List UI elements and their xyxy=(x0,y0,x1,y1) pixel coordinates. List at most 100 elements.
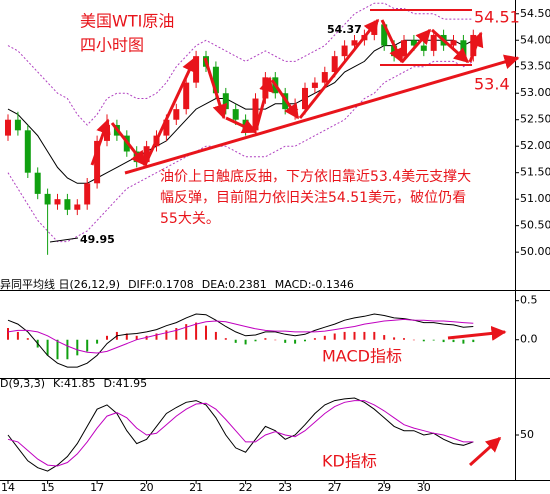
y-tick-label: 50.00 xyxy=(520,245,550,258)
candle-body xyxy=(183,82,190,110)
candle-body xyxy=(94,140,101,184)
candle-body xyxy=(64,199,71,210)
x-tick-label: 15 xyxy=(41,481,55,494)
candle-body xyxy=(74,204,81,210)
candle-body xyxy=(410,40,417,46)
candle-body xyxy=(5,119,11,136)
macd-label: MACD指标 xyxy=(322,347,402,366)
macd-bar xyxy=(403,338,405,340)
panel-frames xyxy=(0,0,550,481)
macd-bar xyxy=(254,339,257,342)
macd-bar xyxy=(46,339,49,356)
macd-bar xyxy=(432,339,435,341)
kd-label: KD指标 xyxy=(322,452,377,471)
macd-bar xyxy=(96,339,99,344)
candle-body xyxy=(143,146,150,163)
macd-bar xyxy=(234,339,237,343)
macd-bar xyxy=(26,338,29,340)
subtitle: 四小时图 xyxy=(80,36,144,55)
candle-body xyxy=(450,40,457,46)
y-tick-label: 52.50 xyxy=(520,113,550,126)
y-tick-label: 0.5 xyxy=(520,294,538,307)
candle-body xyxy=(232,109,239,120)
macd-bar xyxy=(343,331,346,340)
panel-header: MACD:-0.1346 xyxy=(275,278,354,291)
macd-bar xyxy=(294,339,297,344)
y-tick-label: 52.00 xyxy=(520,139,550,152)
series-line xyxy=(7,2,474,126)
macd-bar xyxy=(165,330,168,340)
macd-bar xyxy=(442,339,445,343)
candle-body xyxy=(193,56,200,83)
y-tick-label: 54.00 xyxy=(520,33,550,46)
candle-body xyxy=(222,93,229,110)
macd-bar xyxy=(452,339,455,343)
macd-bar xyxy=(125,333,128,340)
macd-bar xyxy=(244,339,247,345)
macd-bar xyxy=(135,335,138,340)
note-line: 55大关。 xyxy=(160,211,220,227)
candle-body xyxy=(24,130,31,173)
note-line: 幅反弹，目前阻力依旧关注54.51美元，破位仍看 xyxy=(160,189,466,206)
series-line xyxy=(7,400,474,467)
panel-header: DIFF:0.1708 xyxy=(128,278,194,291)
macd-bar xyxy=(412,339,415,341)
macd-bar xyxy=(313,338,316,340)
candle-body xyxy=(401,40,407,57)
candle-body xyxy=(44,193,51,205)
resistance-label: 54.51 xyxy=(474,8,520,27)
candle-body xyxy=(54,199,61,205)
x-tick-label: 30 xyxy=(417,481,431,494)
macd-bar xyxy=(86,339,89,352)
y-tick-label: 51.00 xyxy=(520,192,550,205)
candle-body xyxy=(321,72,328,83)
macd-bar xyxy=(383,335,386,340)
macd-bar xyxy=(214,331,217,340)
x-tick-label: 27 xyxy=(328,481,342,494)
macd-bar xyxy=(66,339,69,360)
macd-bar xyxy=(284,339,287,343)
x-tick-label: 21 xyxy=(189,481,203,494)
support-label: 53.4 xyxy=(474,75,510,94)
macd-bar xyxy=(56,339,59,360)
macd-bar xyxy=(462,339,465,344)
series-line xyxy=(7,318,474,354)
macd-bar xyxy=(323,335,326,340)
y-tick-label: 51.50 xyxy=(520,166,550,179)
low-label: 49.95 xyxy=(80,233,115,246)
candle-body xyxy=(302,87,308,110)
candle-body xyxy=(14,119,21,131)
macd-bar xyxy=(393,337,396,340)
macd-bar xyxy=(353,331,356,340)
y-tick-label: 53.00 xyxy=(520,86,550,99)
macd-bar xyxy=(333,333,336,340)
y-tick-label: 54.50 xyxy=(520,7,550,20)
x-tick-label: 20 xyxy=(140,481,154,494)
macd-bar xyxy=(7,328,9,340)
candle-body xyxy=(381,24,388,46)
y-tick-label: 0.0 xyxy=(520,333,538,346)
panel-header: K:41.85 xyxy=(53,377,95,390)
candle-body xyxy=(420,45,427,51)
x-tick-label: 29 xyxy=(377,481,391,494)
series-line xyxy=(7,313,474,368)
candle-body xyxy=(311,82,318,88)
macd-bar xyxy=(76,339,79,356)
macd-bar xyxy=(155,333,158,340)
macd-bar xyxy=(205,325,207,340)
candle-body xyxy=(351,40,358,46)
macd-bar xyxy=(363,331,366,340)
macd-bar xyxy=(16,331,19,340)
candle-body xyxy=(252,98,259,131)
macd-bar xyxy=(175,328,178,340)
macd-bar xyxy=(106,335,108,340)
x-tick-label: 17 xyxy=(90,481,104,494)
candle-body xyxy=(341,45,348,57)
macd-bar xyxy=(304,339,306,342)
macd-bar xyxy=(224,338,227,340)
macd-bar xyxy=(195,322,198,340)
candle-body xyxy=(173,109,180,120)
x-tick-label: 23 xyxy=(278,481,292,494)
panel-header: D:41.95 xyxy=(103,377,147,390)
